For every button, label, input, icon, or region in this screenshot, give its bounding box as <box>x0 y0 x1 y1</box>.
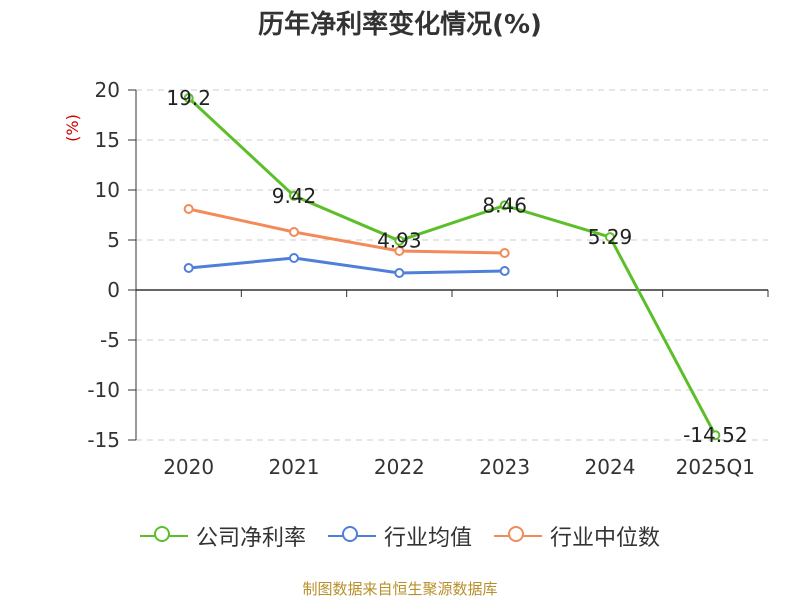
x-tick-label: 2022 <box>374 455 425 479</box>
data-point <box>499 248 510 258</box>
data-label: 9.42 <box>272 184 317 208</box>
x-tick-label: 2021 <box>269 455 320 479</box>
data-point <box>183 93 194 103</box>
source-note: 制图数据来自恒生聚源数据库 <box>302 580 498 598</box>
x-tick-label: 2023 <box>479 455 530 479</box>
x-tick-label: 2024 <box>585 455 636 479</box>
data-label: 19.2 <box>166 86 211 110</box>
y-tick-label: 0 <box>107 278 120 302</box>
data-point <box>394 235 405 246</box>
data-label: 5.29 <box>588 225 633 249</box>
data-point <box>499 200 510 211</box>
data-point <box>605 232 615 243</box>
data-point <box>499 266 510 276</box>
data-point <box>394 246 405 256</box>
data-point <box>394 268 405 278</box>
y-axis-label: (%) <box>63 114 82 142</box>
legend-label: 行业均值 <box>383 526 472 551</box>
legend-marker-icon <box>327 526 376 546</box>
legend-marker-icon <box>494 526 542 546</box>
y-tick-label: 15 <box>95 128 120 152</box>
legend-item-company[interactable]: 公司净利率 <box>139 520 306 552</box>
legend-item-industry-median[interactable]: 行业中位数 <box>494 520 660 552</box>
series-line <box>188 256 505 275</box>
y-tick-label: 20 <box>95 78 120 102</box>
data-point <box>710 430 721 441</box>
y-tick-label: 5 <box>107 228 120 252</box>
y-tick-label: 10 <box>95 178 120 202</box>
legend-label: 公司净利率 <box>195 526 306 551</box>
x-tick-label: 2020 <box>163 455 214 479</box>
y-tick-label: -5 <box>100 328 120 352</box>
data-label: 4.93 <box>377 229 422 253</box>
data-point <box>289 190 299 201</box>
legend-label: 行业中位数 <box>550 526 661 551</box>
legend-marker-icon <box>139 526 188 546</box>
series-line <box>188 207 505 255</box>
legend: 公司净利率 行业均值 行业中位数 <box>0 520 800 552</box>
chart-title: 历年净利率变化情况(%) <box>258 10 542 40</box>
series-line <box>187 96 717 436</box>
data-label: 8.46 <box>482 193 527 217</box>
y-tick-label: -15 <box>87 428 120 452</box>
data-point <box>183 263 194 273</box>
data-label: -14.52 <box>683 423 747 447</box>
legend-item-industry-mean[interactable]: 行业均值 <box>327 520 472 552</box>
data-point <box>289 253 299 263</box>
y-tick-label: -10 <box>87 378 120 402</box>
data-point <box>289 227 299 237</box>
data-point <box>183 204 194 214</box>
x-tick-label: 2025Q1 <box>676 455 755 479</box>
